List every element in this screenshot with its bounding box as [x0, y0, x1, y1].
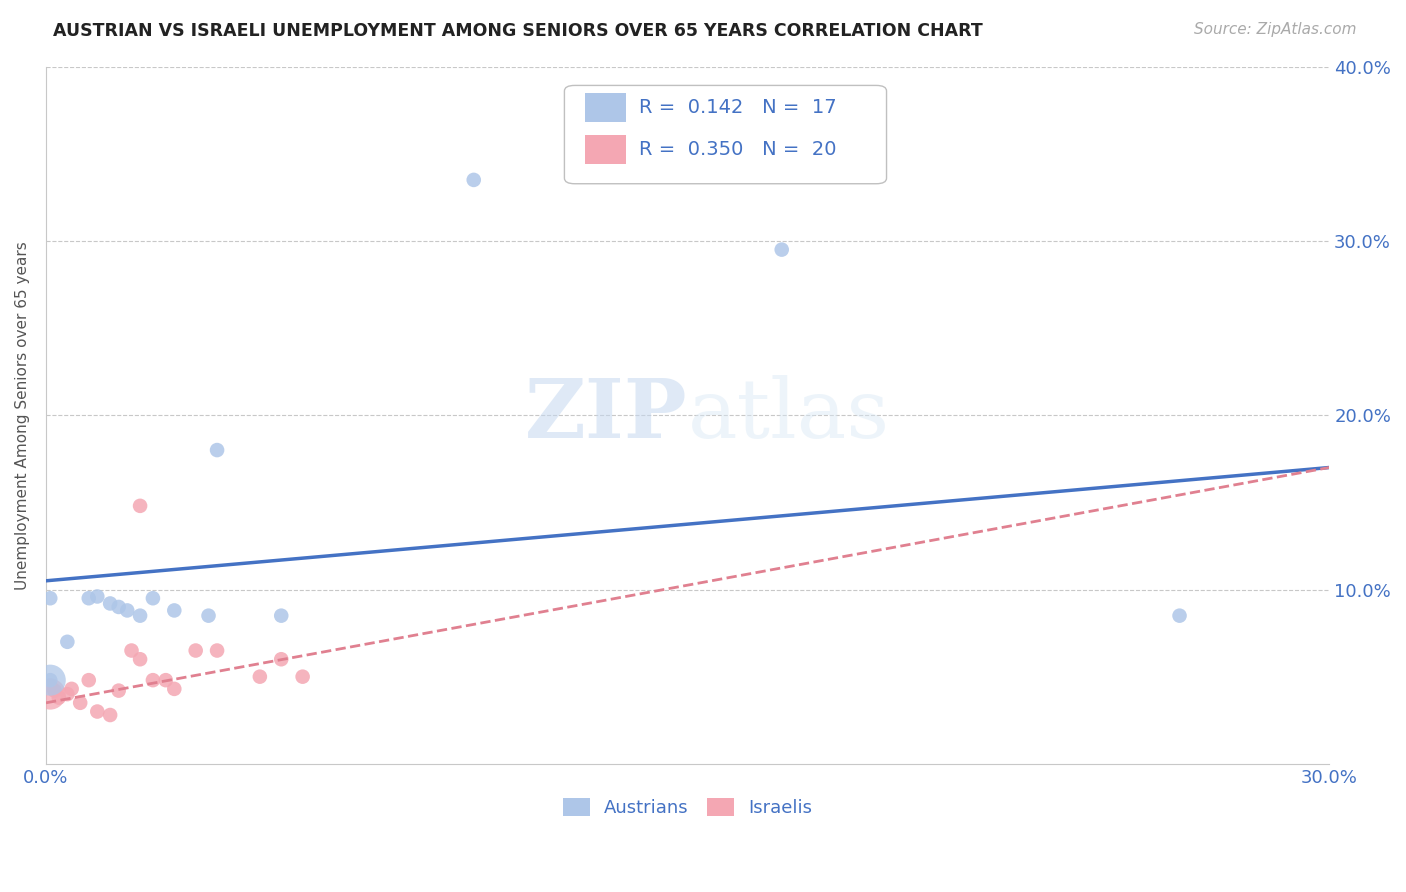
Point: [77, 591, 100, 606]
Point: [39, 673, 62, 688]
Point: [1168, 608, 1191, 623]
Point: [98, 597, 121, 611]
Bar: [585, 93, 626, 122]
Point: [205, 643, 228, 657]
Point: [291, 670, 314, 684]
Text: R =  0.142   N =  17: R = 0.142 N = 17: [638, 98, 837, 117]
Point: [48, 690, 70, 705]
Point: [39, 673, 62, 688]
Point: [107, 683, 129, 698]
Point: [129, 652, 152, 666]
Point: [163, 603, 186, 617]
Point: [270, 608, 292, 623]
Point: [39, 678, 62, 692]
Text: R =  0.350   N =  20: R = 0.350 N = 20: [638, 140, 837, 159]
Point: [155, 673, 177, 688]
Text: ZIP: ZIP: [524, 376, 688, 455]
Point: [142, 673, 165, 688]
Point: [270, 652, 292, 666]
Point: [163, 681, 186, 696]
Point: [197, 608, 219, 623]
FancyBboxPatch shape: [564, 86, 887, 184]
Point: [121, 643, 143, 657]
Point: [142, 591, 165, 606]
Point: [117, 603, 139, 617]
Point: [39, 591, 62, 606]
Y-axis label: Unemployment Among Seniors over 65 years: Unemployment Among Seniors over 65 years: [15, 241, 30, 590]
Point: [184, 643, 207, 657]
Bar: [585, 135, 626, 164]
Point: [60, 681, 83, 696]
Text: AUSTRIAN VS ISRAELI UNEMPLOYMENT AMONG SENIORS OVER 65 YEARS CORRELATION CHART: AUSTRIAN VS ISRAELI UNEMPLOYMENT AMONG S…: [53, 22, 983, 40]
Point: [77, 673, 100, 688]
Point: [86, 705, 108, 719]
Point: [205, 443, 228, 458]
Point: [69, 696, 91, 710]
Point: [129, 608, 152, 623]
Point: [44, 683, 66, 698]
Legend: Austrians, Israelis: Austrians, Israelis: [555, 790, 820, 824]
Point: [56, 635, 79, 649]
Point: [463, 173, 485, 187]
Point: [129, 499, 152, 513]
Text: atlas: atlas: [688, 376, 890, 455]
Point: [770, 243, 793, 257]
Point: [249, 670, 271, 684]
Text: Source: ZipAtlas.com: Source: ZipAtlas.com: [1194, 22, 1357, 37]
Point: [86, 590, 108, 604]
Point: [39, 687, 62, 701]
Point: [56, 687, 79, 701]
Point: [98, 708, 121, 723]
Point: [107, 599, 129, 614]
